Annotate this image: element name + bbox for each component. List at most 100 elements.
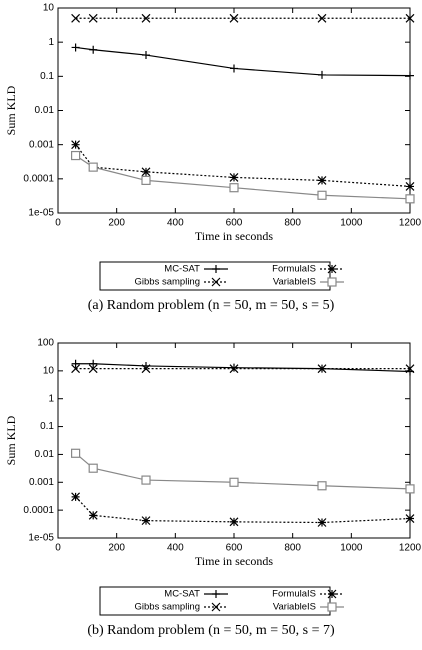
legend-marker xyxy=(211,277,221,287)
y-tick-label: 0.01 xyxy=(35,105,55,116)
chart: 1e-05 0.0001 0.001 0.01 0.1 1 10 0 200 400 600 800 1… xyxy=(4,3,422,314)
series-line xyxy=(75,155,411,200)
marker xyxy=(88,162,98,172)
series-line xyxy=(75,46,411,77)
legend-label: FormulaIS xyxy=(272,264,316,275)
marker xyxy=(142,51,150,60)
marker xyxy=(88,463,98,473)
marker xyxy=(141,516,151,526)
marker xyxy=(88,364,98,374)
y-axis-label: Sum KLD xyxy=(4,415,18,465)
y-tick-label: 10 xyxy=(43,3,55,14)
legend-label: FormulaIS xyxy=(272,589,316,600)
marker xyxy=(405,181,415,191)
marker xyxy=(405,514,415,523)
marker xyxy=(318,70,326,79)
y-tick-label: 0.001 xyxy=(29,139,54,150)
marker xyxy=(229,183,239,193)
series-line xyxy=(75,496,411,524)
x-tick-label: 1200 xyxy=(399,543,422,554)
y-tick-label: 10 xyxy=(43,365,55,376)
x-tick-label: 0 xyxy=(55,543,61,554)
y-tick-label: 0.1 xyxy=(40,421,54,432)
marker xyxy=(229,364,239,374)
marker xyxy=(317,518,327,527)
legend-label: Gibbs sampling xyxy=(135,602,200,613)
y-tick-label: 0.0001 xyxy=(23,505,54,516)
marker xyxy=(405,194,415,204)
y-tick-label: 1e-05 xyxy=(28,208,54,219)
marker xyxy=(317,481,327,491)
legend-label: VariableIS xyxy=(273,602,316,613)
legend-marker xyxy=(327,589,337,599)
x-tick-label: 400 xyxy=(167,218,184,229)
marker xyxy=(141,13,151,23)
marker xyxy=(405,13,415,23)
y-tick-label: 1 xyxy=(48,393,54,404)
x-tick-label: 600 xyxy=(226,218,243,229)
x-tick-label: 200 xyxy=(108,218,125,229)
marker xyxy=(229,517,239,527)
marker xyxy=(71,13,81,23)
legend-label: Gibbs sampling xyxy=(135,277,200,288)
marker xyxy=(406,71,414,80)
y-tick-label: 1 xyxy=(48,37,54,48)
marker xyxy=(88,510,98,520)
marker xyxy=(71,492,81,502)
marker xyxy=(317,175,327,185)
marker xyxy=(405,484,415,494)
x-axis-label: Time in seconds xyxy=(195,554,274,568)
plot-frame xyxy=(57,342,411,539)
marker xyxy=(229,13,239,23)
x-tick-label: 1000 xyxy=(340,218,363,229)
marker xyxy=(141,175,151,185)
series-line xyxy=(75,363,411,373)
y-tick-label: 0.01 xyxy=(35,449,55,460)
y-tick-label: 0.001 xyxy=(29,477,54,488)
marker xyxy=(229,477,239,487)
marker xyxy=(405,364,415,374)
legend-marker xyxy=(327,277,337,287)
chart: 1e-05 0.0001 0.001 0.01 0.1 1 10 1000 200 400 600 8… xyxy=(4,338,422,639)
marker xyxy=(71,359,80,368)
series-line xyxy=(75,452,411,490)
legend-label: MC-SAT xyxy=(164,589,200,600)
marker xyxy=(229,172,239,182)
legend-marker xyxy=(212,265,220,273)
x-tick-label: 800 xyxy=(284,543,301,554)
marker xyxy=(71,140,81,150)
caption: (b) Random problem (n = 50, m = 50, s = … xyxy=(87,623,335,638)
marker xyxy=(230,64,238,73)
y-tick-label: 0.1 xyxy=(40,71,54,82)
marker xyxy=(88,13,98,23)
x-tick-label: 800 xyxy=(284,218,301,229)
caption: (a) Random problem (n = 50, m = 50, s = … xyxy=(88,298,335,313)
x-tick-label: 0 xyxy=(55,218,61,229)
legend-label: VariableIS xyxy=(273,277,316,288)
marker xyxy=(71,364,81,374)
marker xyxy=(89,359,98,368)
x-tick-label: 1000 xyxy=(340,543,363,554)
marker xyxy=(70,448,81,458)
x-axis-label: Time in seconds xyxy=(195,229,274,243)
marker xyxy=(71,43,80,52)
marker xyxy=(317,190,327,200)
series-line xyxy=(75,144,411,188)
x-tick-label: 1200 xyxy=(399,218,422,229)
marker xyxy=(317,13,327,23)
x-tick-label: 400 xyxy=(167,543,184,554)
legend-marker xyxy=(212,590,220,598)
legend-marker xyxy=(327,264,337,274)
marker xyxy=(70,150,81,161)
legend-marker xyxy=(211,602,221,612)
legend-box xyxy=(99,261,331,291)
marker xyxy=(89,45,98,54)
marker xyxy=(141,167,151,177)
marker xyxy=(230,363,238,372)
legend-label: MC-SAT xyxy=(164,264,200,275)
x-tick-label: 600 xyxy=(226,543,243,554)
y-tick-label: 1e-05 xyxy=(28,533,54,544)
x-tick-label: 200 xyxy=(108,543,125,554)
y-axis-label: Sum KLD xyxy=(4,85,18,135)
